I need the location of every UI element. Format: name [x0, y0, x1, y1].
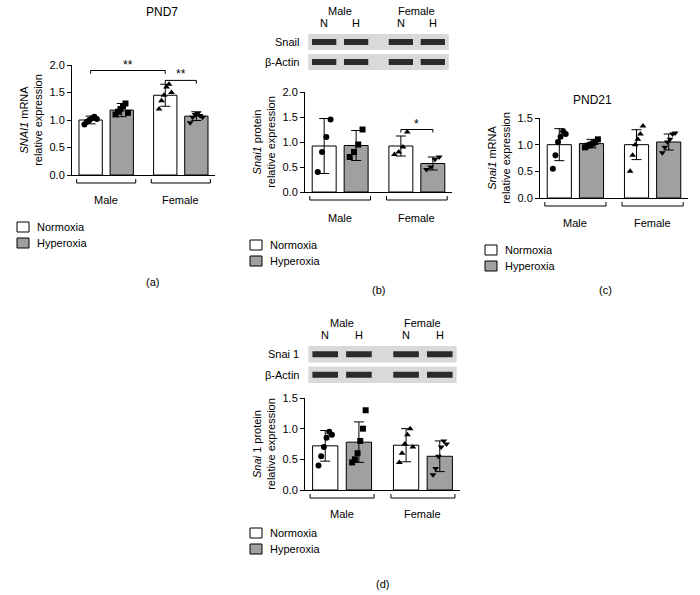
svg-text:Male: Male: [328, 5, 352, 17]
svg-text:0.0: 0.0: [283, 186, 298, 198]
svg-text:**: **: [123, 58, 133, 72]
svg-text:H: H: [352, 17, 360, 29]
svg-text:Hyperoxia: Hyperoxia: [270, 543, 320, 555]
svg-text:1.0: 1.0: [283, 136, 298, 148]
svg-text:0.0: 0.0: [518, 192, 533, 204]
svg-text:Snai1 mRNArelative expression: Snai1 mRNArelative expression: [486, 112, 512, 204]
svg-text:β-Actin: β-Actin: [265, 369, 299, 381]
svg-text:H: H: [429, 17, 437, 29]
svg-text:Hyperoxia: Hyperoxia: [505, 260, 555, 272]
svg-text:N: N: [320, 17, 328, 29]
svg-text:2.0: 2.0: [283, 86, 298, 98]
svg-text:0.5: 0.5: [283, 453, 298, 465]
svg-text:**: **: [176, 67, 186, 81]
svg-text:0.0: 0.0: [283, 484, 298, 496]
svg-text:1.0: 1.0: [283, 423, 298, 435]
svg-text:Snai 1: Snai 1: [268, 348, 299, 360]
svg-text:0.0: 0.0: [50, 169, 65, 181]
svg-text:0.5: 0.5: [518, 165, 533, 177]
svg-text:Hyperoxia: Hyperoxia: [37, 237, 87, 249]
svg-text:1.5: 1.5: [283, 111, 298, 123]
svg-text:Female: Female: [398, 212, 435, 224]
svg-text:Female: Female: [634, 217, 671, 229]
svg-text:N: N: [402, 329, 410, 341]
svg-text:1.5: 1.5: [50, 86, 65, 98]
svg-text:Male: Male: [563, 217, 587, 229]
svg-text:1.0: 1.0: [50, 114, 65, 126]
svg-text:Normoxia: Normoxia: [270, 239, 318, 251]
svg-text:Snail: Snail: [275, 36, 299, 48]
svg-text:Normoxia: Normoxia: [505, 244, 553, 256]
svg-text:(d): (d): [376, 578, 389, 590]
svg-text:Male: Male: [330, 508, 354, 520]
svg-text:Female: Female: [404, 317, 441, 329]
svg-text:PND7: PND7: [146, 5, 178, 19]
svg-text:H: H: [355, 329, 363, 341]
svg-text:Snai 1 proteinrelative express: Snai 1 proteinrelative expression: [251, 398, 277, 490]
svg-text:N: N: [397, 17, 405, 29]
svg-text:(c): (c): [599, 284, 612, 296]
svg-text:Male: Male: [330, 317, 354, 329]
svg-text:Female: Female: [162, 194, 199, 206]
svg-text:Hyperoxia: Hyperoxia: [270, 255, 320, 267]
svg-text:N: N: [321, 329, 329, 341]
svg-text:1.0: 1.0: [518, 139, 533, 151]
svg-text:Male: Male: [94, 194, 118, 206]
svg-text:Snai1 proteinrelative expressi: Snai1 proteinrelative expression: [251, 96, 277, 188]
svg-text:H: H: [436, 329, 444, 341]
svg-text:Male: Male: [328, 212, 352, 224]
svg-text:0.5: 0.5: [283, 161, 298, 173]
svg-text:2.0: 2.0: [50, 59, 65, 71]
svg-text:Female: Female: [404, 508, 441, 520]
svg-text:1.5: 1.5: [283, 392, 298, 404]
svg-text:β-Actin: β-Actin: [265, 56, 299, 68]
svg-text:SNAI1 mRNArelative expression: SNAI1 mRNArelative expression: [18, 74, 44, 166]
svg-text:1.5: 1.5: [518, 112, 533, 124]
svg-text:(b): (b): [372, 284, 385, 296]
svg-text:*: *: [414, 117, 419, 131]
svg-text:0.5: 0.5: [50, 141, 65, 153]
svg-text:Normoxia: Normoxia: [37, 221, 85, 233]
svg-text:PND21: PND21: [573, 93, 612, 107]
svg-text:Female: Female: [398, 5, 435, 17]
svg-text:Normoxia: Normoxia: [270, 527, 318, 539]
svg-text:(a): (a): [146, 276, 159, 288]
